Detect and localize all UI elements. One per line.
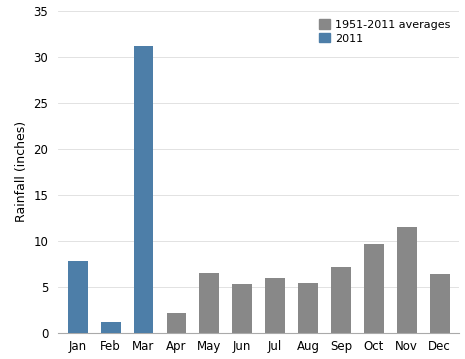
Bar [101, 322, 120, 333]
Bar [397, 227, 417, 333]
Bar [364, 244, 384, 333]
Y-axis label: Rainfall (inches): Rainfall (inches) [15, 121, 28, 222]
Bar [68, 313, 87, 333]
Bar [232, 284, 252, 333]
Bar [298, 283, 318, 333]
Bar [430, 274, 450, 333]
Bar [134, 46, 153, 333]
Bar [199, 273, 219, 333]
Legend: 1951-2011 averages, 2011: 1951-2011 averages, 2011 [315, 16, 454, 47]
Bar [266, 278, 285, 333]
Bar [134, 319, 153, 333]
Bar [331, 266, 351, 333]
Bar [68, 261, 87, 333]
Bar [101, 330, 120, 333]
Bar [166, 313, 186, 333]
